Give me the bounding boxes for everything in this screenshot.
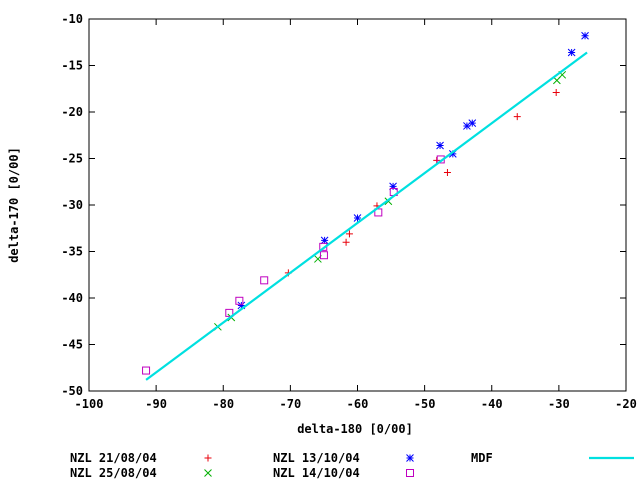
data-point — [433, 156, 441, 164]
y-tick-label: -40 — [61, 291, 83, 305]
data-point — [567, 48, 576, 57]
data-point — [468, 119, 477, 128]
legend-label: NZL 13/10/04 — [273, 451, 360, 465]
data-point — [581, 31, 589, 40]
axes: -100 -90 -80 -70 -60 -50 -40 -30 -20 -50 -45 -40 -35… — [61, 12, 637, 411]
data-point — [463, 122, 471, 130]
y-axis-label: delta-170 [0/00] — [7, 147, 21, 263]
fit-line — [145, 51, 588, 381]
data-point — [342, 238, 350, 246]
y-tick-label: -45 — [61, 338, 83, 352]
data-point — [513, 113, 521, 121]
legend-label: NZL 14/10/04 — [273, 466, 360, 480]
data-point — [345, 230, 353, 238]
data-point — [320, 236, 329, 245]
y-tick-label: -25 — [61, 152, 83, 166]
data-point — [552, 88, 560, 96]
legend-label: NZL 25/08/04 — [70, 466, 157, 480]
data-point — [319, 251, 328, 260]
data-point — [436, 141, 444, 150]
x-tick-label: -70 — [280, 397, 302, 411]
x-tick-label: -90 — [145, 397, 167, 411]
x-tick-label: -40 — [481, 397, 503, 411]
legend-marker — [204, 454, 212, 462]
data-point — [235, 296, 244, 305]
data-point — [142, 366, 151, 375]
data-point — [260, 276, 269, 285]
y-tick-label: -20 — [61, 105, 83, 119]
data-point — [389, 182, 397, 191]
y-tick-label: -50 — [61, 384, 83, 398]
y-tick-label: -35 — [61, 245, 83, 259]
x-tick-label: -50 — [414, 397, 436, 411]
x-tick-label: -60 — [347, 397, 369, 411]
x-axis-label: delta-180 [0/00] — [297, 422, 413, 436]
series-3 — [142, 155, 445, 375]
data-point — [237, 301, 246, 310]
plot-marks — [142, 31, 589, 381]
data-point — [448, 149, 457, 158]
legend-marker — [406, 454, 414, 462]
x-tick-label: -30 — [548, 397, 570, 411]
data-point — [225, 308, 234, 317]
y-tick-label: -10 — [61, 12, 83, 26]
legend-marker — [406, 469, 414, 477]
x-tick-label: -80 — [212, 397, 234, 411]
data-point — [374, 208, 383, 217]
legend-label: NZL 21/08/04 — [70, 451, 157, 465]
y-tick-label: -30 — [61, 198, 83, 212]
data-point — [443, 168, 451, 176]
x-tick-label: -20 — [615, 397, 637, 411]
legend-label: MDF — [471, 451, 493, 465]
series-4 — [145, 51, 588, 381]
y-tick-label: -15 — [61, 59, 83, 73]
data-point — [353, 214, 362, 222]
x-tick-label: -100 — [75, 397, 104, 411]
series-2 — [237, 31, 589, 310]
legend-marker — [204, 469, 212, 477]
